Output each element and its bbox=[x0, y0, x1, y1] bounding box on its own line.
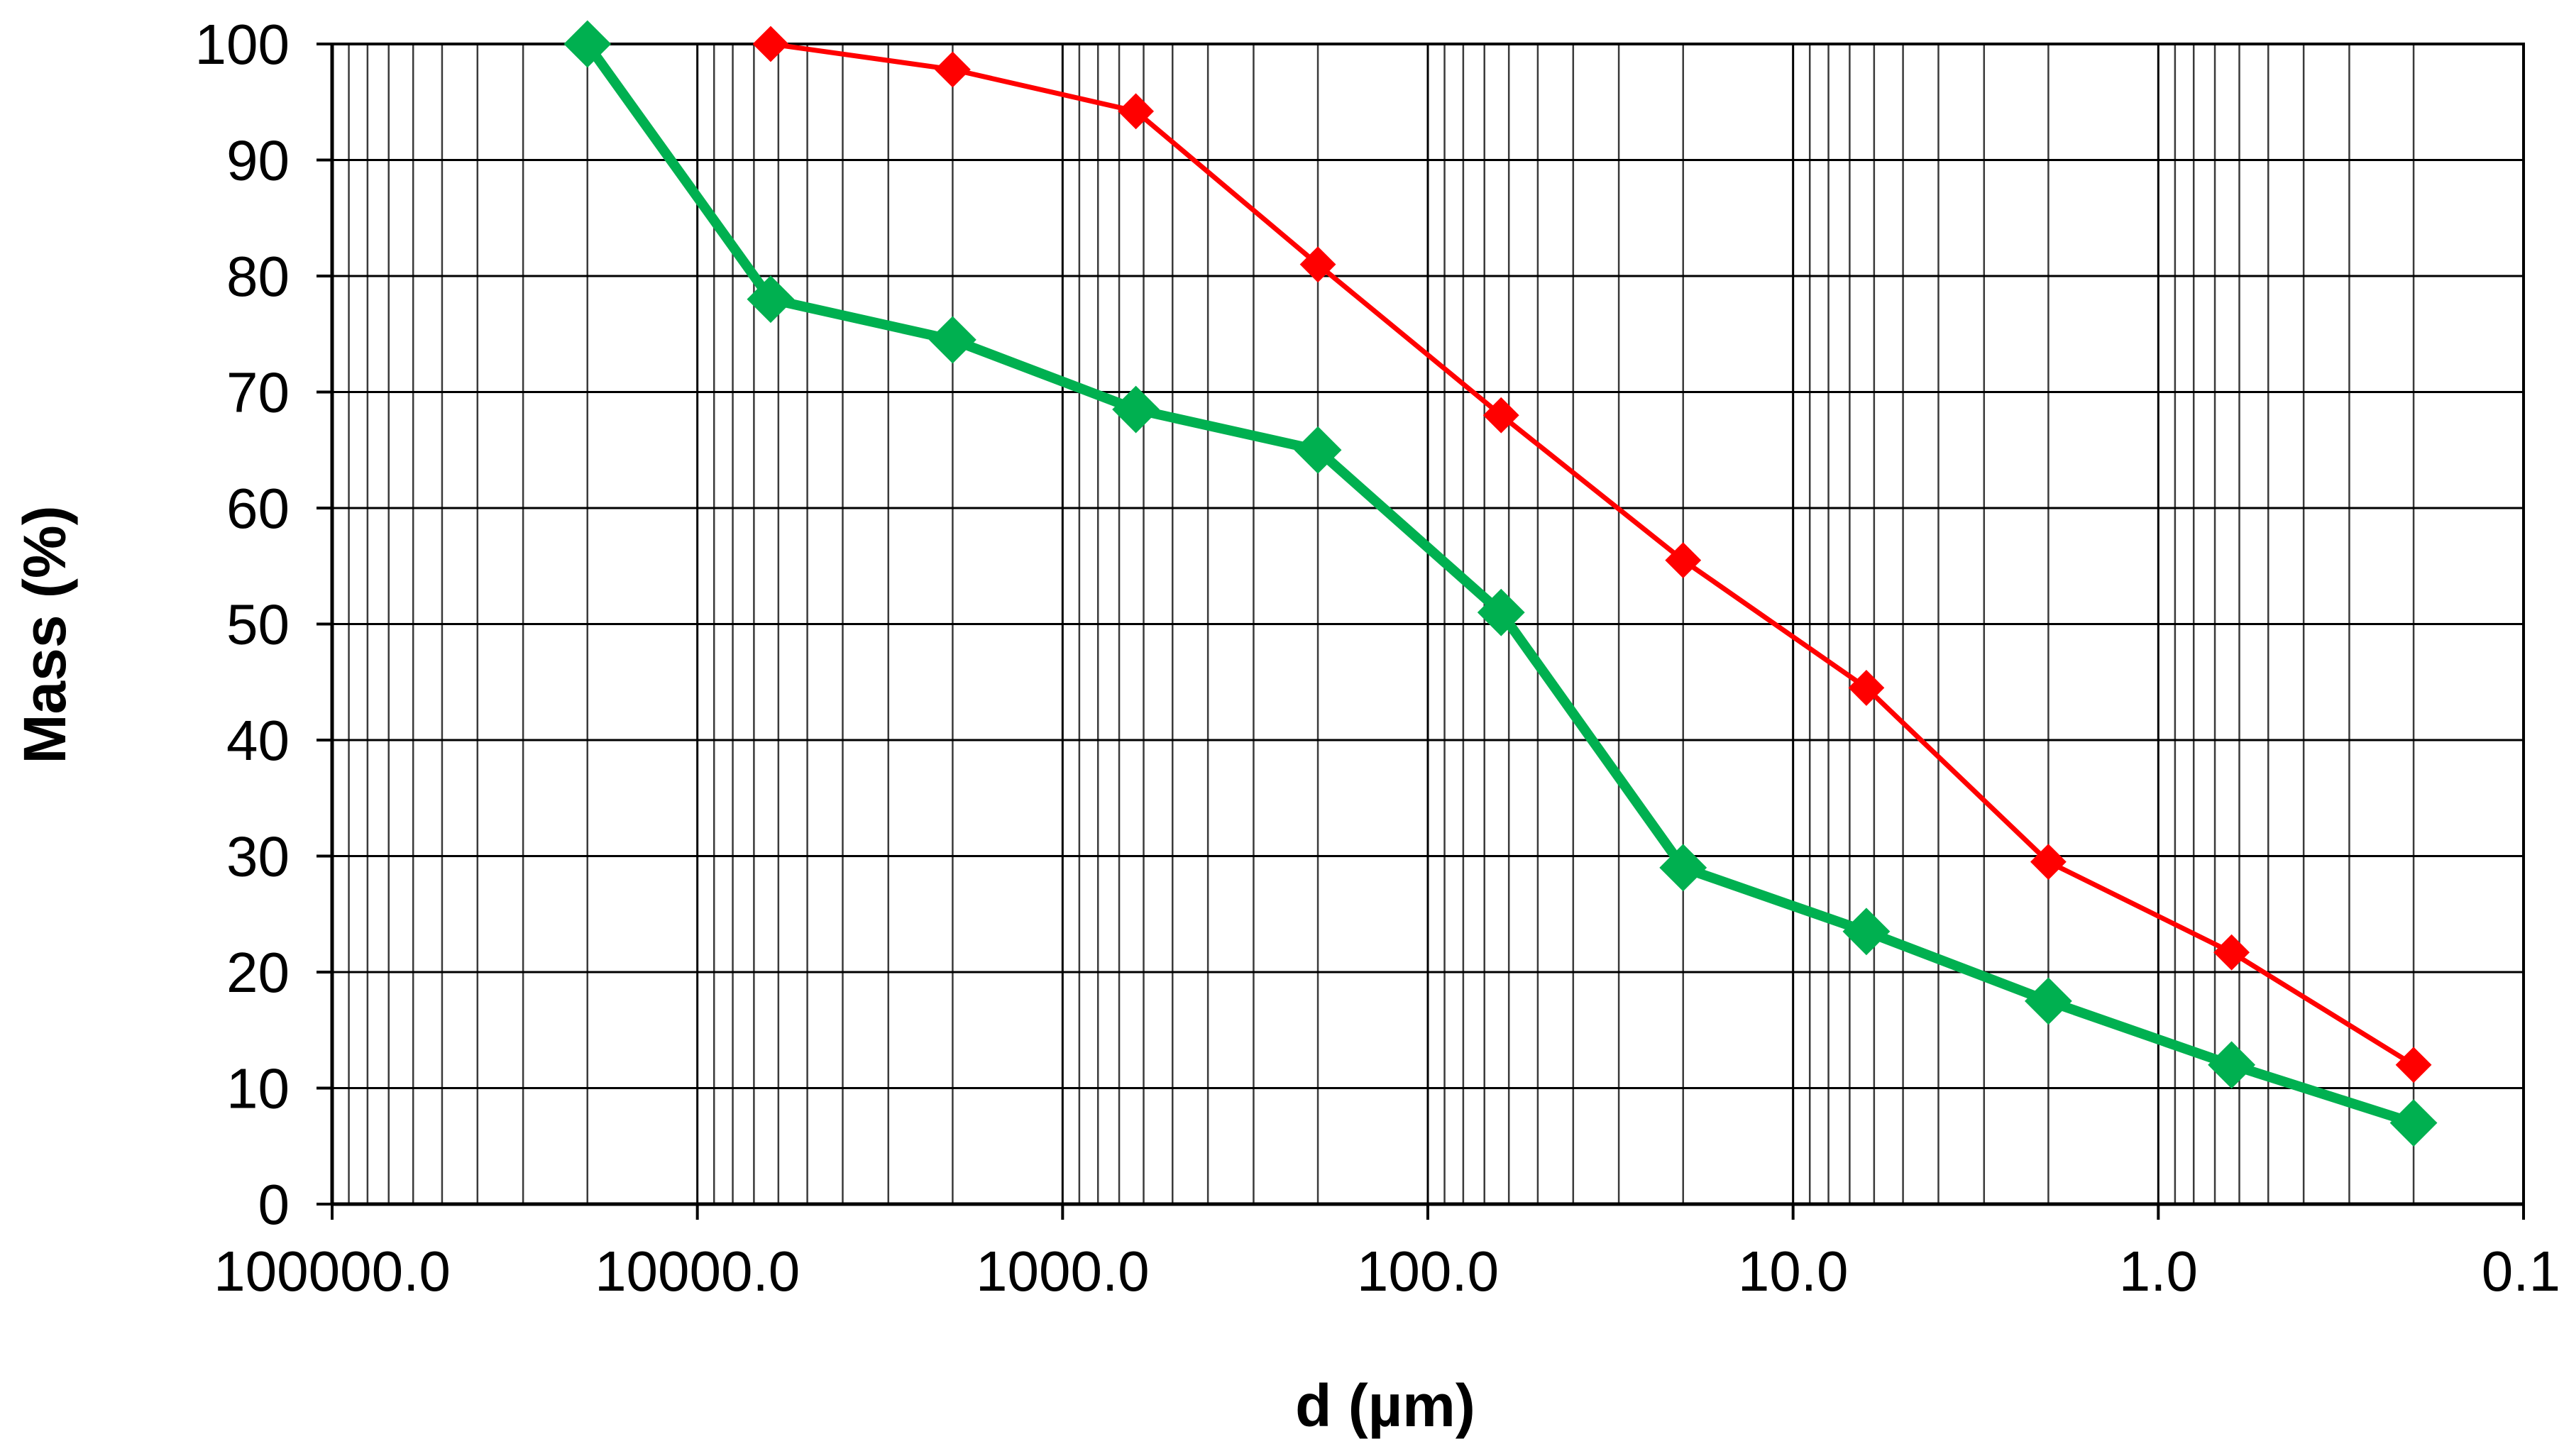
data-point bbox=[1665, 542, 1702, 578]
data-point bbox=[1482, 397, 1519, 434]
data-point bbox=[747, 275, 795, 324]
y-tick-label: 90 bbox=[226, 129, 290, 192]
data-point bbox=[2208, 1041, 2256, 1089]
y-tick-label: 60 bbox=[226, 477, 290, 540]
data-point bbox=[934, 51, 971, 88]
data-point bbox=[2389, 1099, 2438, 1147]
data-point bbox=[1842, 908, 1891, 956]
y-tick-label: 100 bbox=[195, 13, 290, 76]
data-point bbox=[1848, 670, 1885, 706]
series-layer bbox=[563, 20, 2438, 1147]
x-tick-label: 0.1 bbox=[2482, 1240, 2560, 1303]
x-axis-title: d (µm) bbox=[1295, 1372, 1475, 1439]
x-tick-label: 10000.0 bbox=[595, 1240, 800, 1303]
data-point bbox=[2395, 1047, 2432, 1083]
y-tick-label: 40 bbox=[226, 709, 290, 772]
grid-layer bbox=[331, 43, 2525, 1206]
series-1 bbox=[752, 26, 2432, 1083]
y-axis-title: Mass (%) bbox=[11, 505, 78, 763]
data-point bbox=[1294, 426, 1342, 474]
y-tick-label: 70 bbox=[226, 361, 290, 424]
x-tick-label: 100.0 bbox=[1357, 1240, 1499, 1303]
data-point bbox=[1477, 588, 1525, 636]
series-line bbox=[770, 41, 2415, 1067]
series-line bbox=[583, 40, 2416, 1128]
y-tick-label: 50 bbox=[226, 593, 290, 656]
data-point bbox=[563, 20, 612, 68]
x-tick-labels: 100000.0 10000.0 1000.0 100.0 10.0 1.0 0.1 bbox=[214, 1240, 2560, 1303]
y-tick-labels: 0 10 20 30 40 50 60 70 80 90 100 bbox=[195, 13, 290, 1236]
data-point bbox=[2024, 977, 2072, 1025]
data-point bbox=[1118, 93, 1155, 130]
x-tick-label: 1000.0 bbox=[976, 1240, 1150, 1303]
series-2 bbox=[563, 20, 2438, 1147]
data-point bbox=[928, 316, 976, 364]
y-tick-label: 0 bbox=[258, 1173, 290, 1236]
y-tick-label: 80 bbox=[226, 245, 290, 308]
data-point bbox=[1112, 385, 1160, 434]
data-point bbox=[2213, 934, 2250, 971]
plot-frame bbox=[317, 43, 2525, 1220]
y-tick-label: 30 bbox=[226, 825, 290, 888]
data-point bbox=[1299, 246, 1336, 283]
data-point bbox=[1659, 844, 1707, 892]
y-tick-label: 20 bbox=[226, 941, 290, 1004]
x-tick-label: 1.0 bbox=[2119, 1240, 2198, 1303]
y-tick-label: 10 bbox=[226, 1057, 290, 1120]
data-point bbox=[2030, 844, 2067, 881]
x-tick-label: 10.0 bbox=[1738, 1240, 1849, 1303]
data-point bbox=[752, 26, 789, 62]
x-tick-label: 100000.0 bbox=[214, 1240, 451, 1303]
